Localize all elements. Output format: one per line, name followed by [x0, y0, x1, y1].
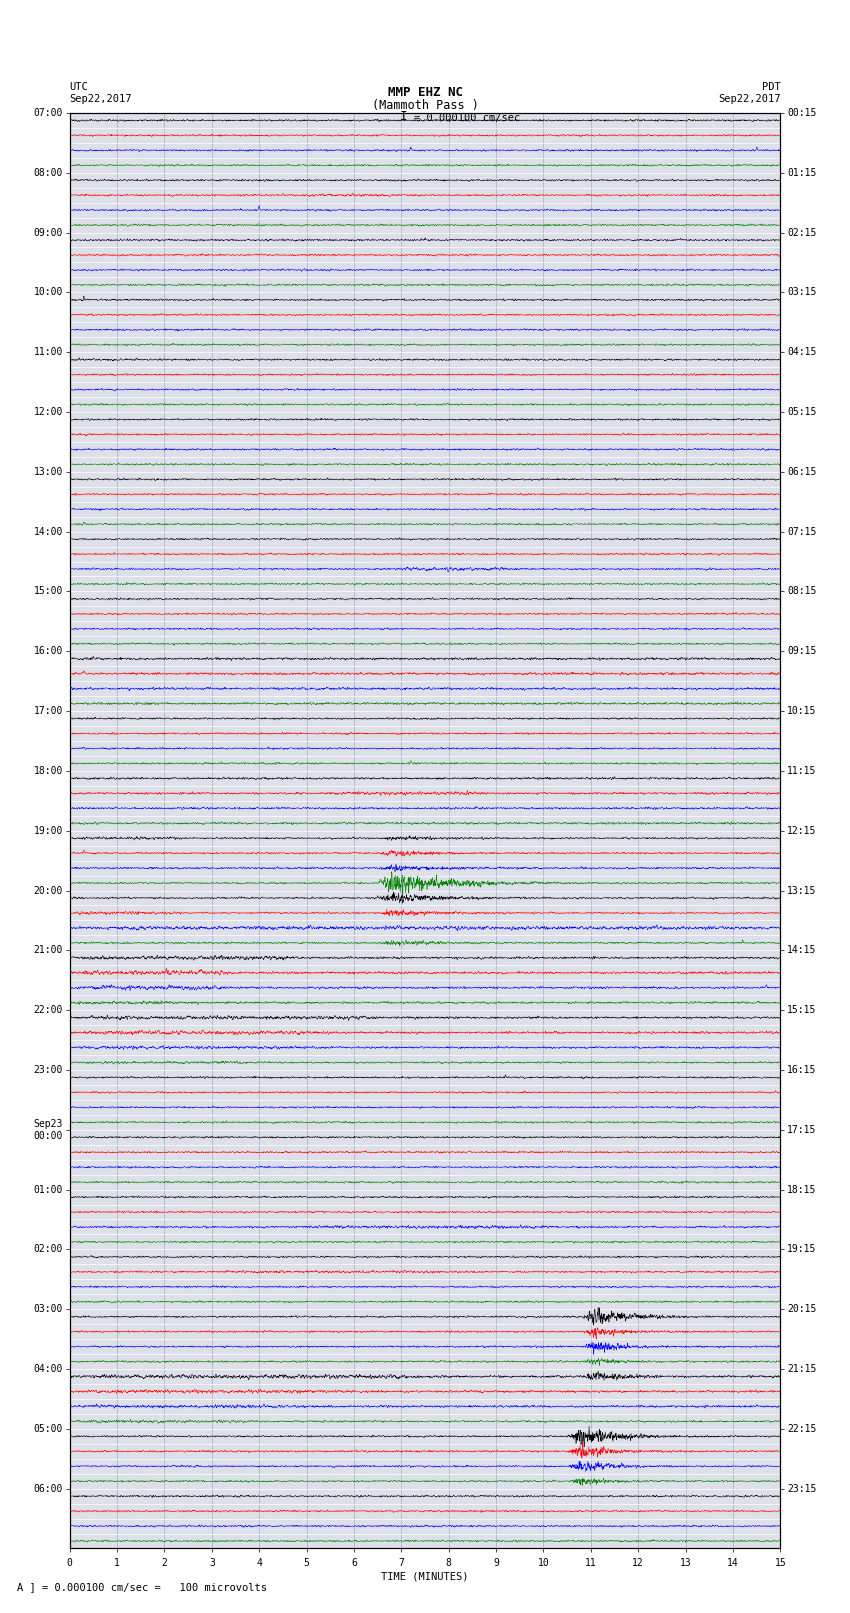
Text: Sep22,2017: Sep22,2017 [717, 94, 780, 105]
Text: UTC: UTC [70, 82, 88, 92]
Text: Sep22,2017: Sep22,2017 [70, 94, 133, 105]
X-axis label: TIME (MINUTES): TIME (MINUTES) [382, 1571, 468, 1582]
Text: = 0.000100 cm/sec: = 0.000100 cm/sec [414, 113, 520, 124]
Text: PDT: PDT [762, 82, 780, 92]
Text: (Mammoth Pass ): (Mammoth Pass ) [371, 98, 479, 113]
Text: MMP EHZ NC: MMP EHZ NC [388, 85, 462, 100]
Text: I: I [400, 110, 407, 124]
Text: A ] = 0.000100 cm/sec =   100 microvolts: A ] = 0.000100 cm/sec = 100 microvolts [17, 1582, 267, 1592]
